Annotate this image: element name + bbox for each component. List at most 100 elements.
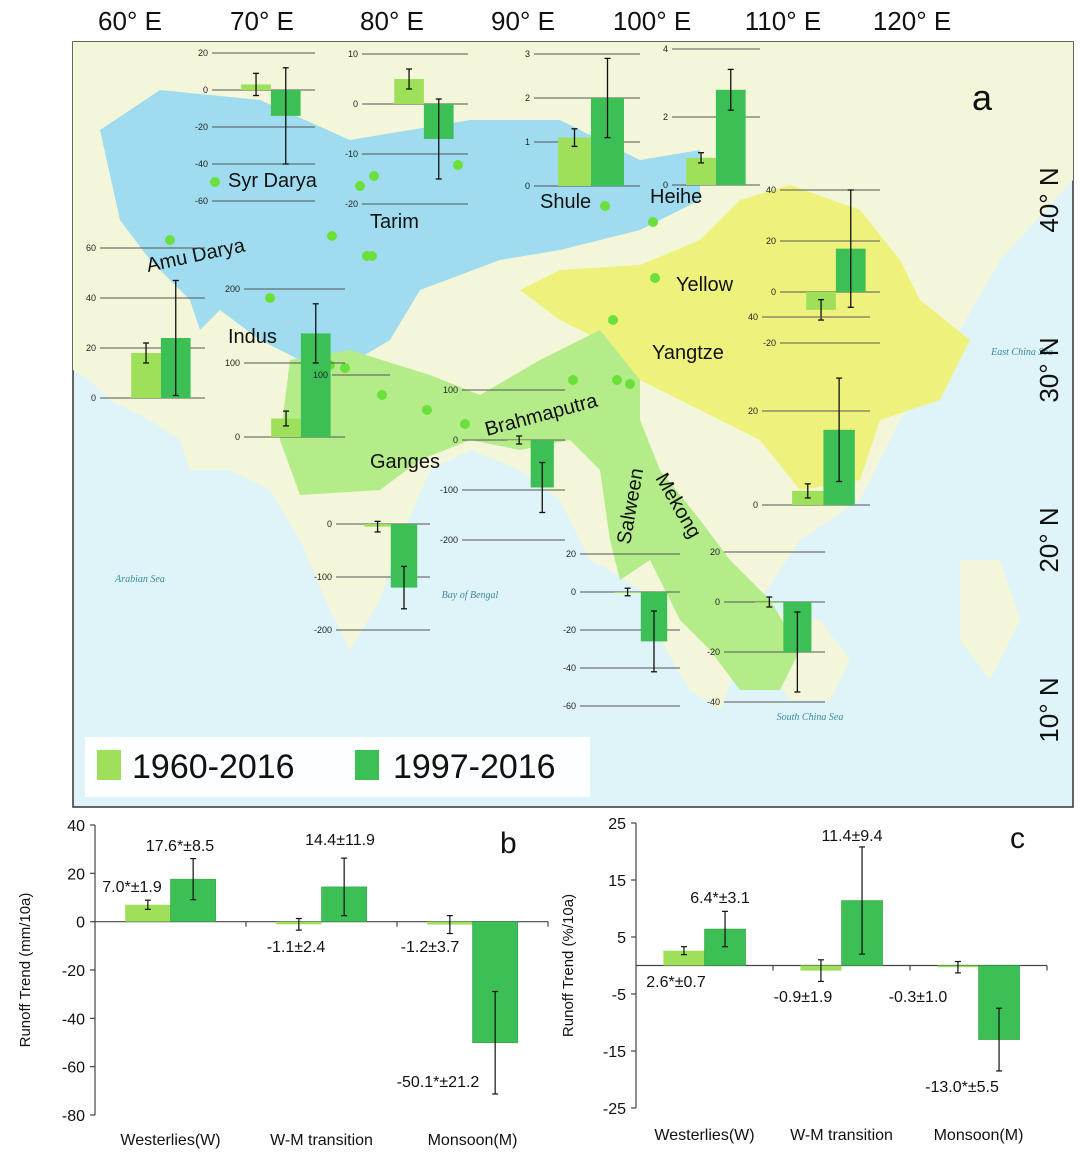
lat-tick-label: 20° N bbox=[1034, 507, 1064, 572]
lat-tick-label: 10° N bbox=[1034, 677, 1064, 742]
inset-tick-label: 0 bbox=[715, 597, 720, 607]
inset-tick-label: 2 bbox=[525, 93, 530, 103]
x-category-label: Westerlies(W) bbox=[654, 1127, 754, 1144]
legend-background bbox=[85, 737, 590, 797]
sea-labels: Arabian Sea Bay of Bengal South China Sea E… bbox=[114, 347, 1053, 723]
inset-tick-label: 0 bbox=[353, 99, 358, 109]
inset-tick-label: -20 bbox=[707, 647, 720, 657]
gauge-marker bbox=[460, 419, 470, 429]
inset-tick-label: 0 bbox=[771, 287, 776, 297]
monsoon-region bbox=[280, 330, 800, 690]
y-tick-label: -5 bbox=[612, 987, 626, 1004]
gauge-marker bbox=[355, 181, 365, 191]
gauge-marker bbox=[327, 231, 337, 241]
gauge-marker bbox=[648, 217, 658, 227]
y-tick-label: 5 bbox=[617, 930, 626, 947]
inset-tick-label: 2 bbox=[663, 112, 668, 122]
inset-tick-label: 100 bbox=[313, 370, 328, 380]
gauge-marker bbox=[369, 171, 379, 181]
y-tick-label: 20 bbox=[67, 866, 85, 883]
chart-c: 25 15 5 -5 -15 -25 Westerlies(W) W-M transition… bbox=[560, 816, 1048, 1144]
y-tick-label: -15 bbox=[603, 1044, 626, 1061]
x-category-label: W-M transition bbox=[790, 1127, 893, 1144]
data-label: 11.4±9.4 bbox=[822, 828, 883, 845]
inset-tick-label: 0 bbox=[663, 180, 668, 190]
legend-swatch-1960-2016 bbox=[97, 750, 121, 780]
inset-tick-label: 60 bbox=[86, 243, 96, 253]
sea-label: Bay of Bengal bbox=[442, 590, 499, 601]
basin-label: Heihe bbox=[650, 186, 702, 208]
inset-tick-label: 100 bbox=[443, 385, 458, 395]
inset-tick-label: -100 bbox=[440, 485, 458, 495]
x-category-label: Westerlies(W) bbox=[120, 1132, 220, 1149]
inset-chart: 40 20 0 bbox=[748, 312, 870, 510]
inset-chart: 4 2 0 bbox=[663, 44, 760, 190]
basin-label: Syr Darya bbox=[228, 170, 318, 192]
inset-tick-label: 4 bbox=[663, 44, 668, 54]
data-label: -50.1*±21.2 bbox=[397, 1074, 480, 1091]
y-axis-label: Runoff Trend (%/10a) bbox=[560, 894, 577, 1037]
inset-tick-label: -40 bbox=[563, 663, 576, 673]
gauge-marker bbox=[340, 363, 350, 373]
basin-label: Tarim bbox=[370, 211, 419, 233]
gauge-stations bbox=[165, 160, 660, 429]
gauge-marker bbox=[265, 293, 275, 303]
y-tick-label: 40 bbox=[67, 818, 85, 835]
westerlies-region bbox=[100, 90, 700, 370]
inset-chart: 40 20 0 -20 bbox=[763, 185, 880, 348]
x-category-label: W-M transition bbox=[270, 1132, 373, 1149]
gauge-marker bbox=[625, 379, 635, 389]
basin-label: Ganges bbox=[370, 451, 440, 473]
data-label: -1.1±2.4 bbox=[267, 939, 326, 956]
inset-chart: 100 0 -100 -200 bbox=[440, 385, 565, 545]
inset-chart: 20 0 -20 -40 -60 bbox=[195, 48, 315, 206]
lat-tick-label: 40° N bbox=[1034, 167, 1064, 232]
chart-b: 40 20 0 -20 -40 -60 -80 Westerlies(W) W-M transi… bbox=[17, 818, 549, 1149]
inset-tick-label: 20 bbox=[198, 48, 208, 58]
inset-tick-label: -200 bbox=[314, 625, 332, 635]
inset-chart: 0 -100 -200 bbox=[314, 519, 430, 635]
inset-tick-label: -20 bbox=[763, 338, 776, 348]
gauge-marker bbox=[568, 375, 578, 385]
inset-tick-label: -20 bbox=[195, 122, 208, 132]
inset-tick-label: 20 bbox=[748, 406, 758, 416]
lon-tick-label: 100° E bbox=[613, 6, 691, 36]
inset-tick-label: -10 bbox=[345, 149, 358, 159]
x-category-label: Monsoon(M) bbox=[934, 1127, 1024, 1144]
inset-chart: 60 40 20 0 bbox=[86, 243, 205, 403]
inset-tick-label: 0 bbox=[525, 181, 530, 191]
inset-tick-label: 0 bbox=[203, 85, 208, 95]
legend-swatch-1997-2016 bbox=[355, 750, 379, 780]
inset-tick-label: 0 bbox=[753, 500, 758, 510]
sea-label: South China Sea bbox=[777, 712, 844, 723]
inset-tick-label: 40 bbox=[86, 293, 96, 303]
panel-label: c bbox=[1010, 822, 1025, 855]
inset-chart: 3 2 1 0 bbox=[525, 49, 640, 191]
inset-tick-label: 20 bbox=[566, 549, 576, 559]
sea-label: Arabian Sea bbox=[114, 574, 165, 585]
lon-tick-label: 70° E bbox=[230, 6, 294, 36]
gauge-marker bbox=[453, 160, 463, 170]
latitude-axis: 40° N 30° N 20° N 10° N bbox=[1034, 167, 1064, 742]
lon-tick-label: 60° E bbox=[98, 6, 162, 36]
y-tick-label: -25 bbox=[603, 1101, 626, 1118]
lon-tick-label: 110° E bbox=[745, 6, 821, 36]
inset-chart: 20 0 -20 -40 -60 bbox=[563, 549, 680, 711]
bar-1960-2016 bbox=[663, 950, 705, 966]
longitude-axis: 60° E 70° E 80° E 90° E 100° E 110° E 120° E bbox=[98, 6, 951, 36]
lon-tick-label: 120° E bbox=[873, 6, 951, 36]
gauge-marker bbox=[608, 315, 618, 325]
x-category-label: Monsoon(M) bbox=[428, 1132, 518, 1149]
inset-tick-label: 100 bbox=[225, 358, 240, 368]
inset-tick-label: 20 bbox=[710, 547, 720, 557]
inset-tick-label: -60 bbox=[563, 701, 576, 711]
inset-tick-label: 40 bbox=[748, 312, 758, 322]
y-tick-label: -20 bbox=[62, 963, 85, 980]
legend: 1960-2016 1997-2016 bbox=[85, 737, 590, 797]
inset-tick-label: -200 bbox=[440, 535, 458, 545]
legend-label-1997-2016: 1997-2016 bbox=[393, 748, 556, 786]
data-label: 7.0*±1.9 bbox=[102, 879, 162, 896]
data-label: -0.9±1.9 bbox=[774, 989, 833, 1006]
